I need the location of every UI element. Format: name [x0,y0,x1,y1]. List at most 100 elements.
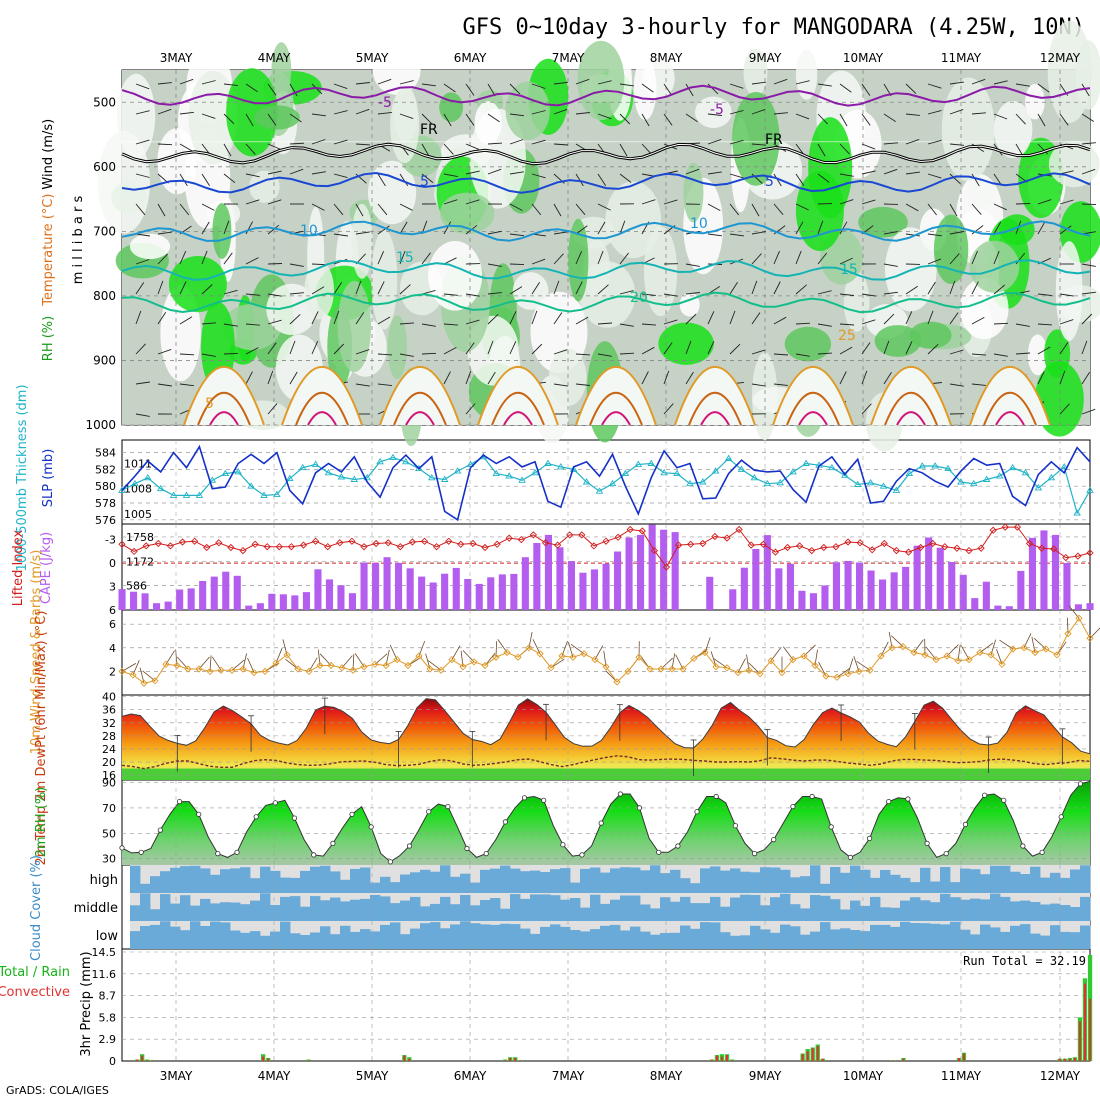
wind-speed-point [668,665,676,673]
upper-wind-barb [355,312,365,325]
upper-wind-barb [707,203,721,211]
isotherm-10 [121,220,1091,242]
rh-patch [743,48,768,97]
cape-bar [625,537,633,610]
isotherm-35 [896,411,926,426]
date-tick-bottom: 5MAY [356,1069,389,1083]
wind-speed-point [811,661,819,670]
wind-speed-point [404,661,412,670]
upper-wind-barb [1081,263,1096,267]
cloud-bar [200,898,211,921]
wind-speed-point [877,652,885,660]
cloud-bar [900,921,911,949]
cape-bar [475,583,483,610]
cloud-bar [390,882,401,893]
cape-bar [521,557,529,610]
upper-wind-barb [333,110,348,115]
cloud-bar [690,903,701,921]
thickness-point [156,484,165,492]
cloud-bar [440,896,451,921]
upper-wind-barb [707,113,722,116]
thickness-point [634,460,643,467]
upper-wind-barb [223,289,238,295]
cloud-bar [310,896,321,921]
wind-speed-point [602,663,610,671]
cloud-bar [610,868,621,893]
upper-wind-barb [1037,143,1049,155]
cloud-bar [1030,933,1041,949]
upper-wind-barb [179,353,195,356]
li-point [1062,553,1070,562]
li-point [445,537,453,545]
cloud-bar [200,868,211,893]
upper-wind-barb [971,317,985,325]
cloud-bar [340,879,351,893]
li-point [578,531,586,539]
upper-wind-barb [641,323,657,326]
cloud-bar [480,924,491,949]
cloud-bar [940,867,951,893]
upper-wind-barb [201,173,210,186]
slp-line [121,444,1091,522]
date-tick-bottom: 3MAY [160,1069,193,1083]
upper-wind-barb [135,310,142,325]
cloud-bar [1070,932,1081,949]
li-point [941,543,949,551]
thickness-point [273,490,281,498]
cloud-bar [980,874,991,893]
upper-wind-barb [685,340,692,355]
rh-point [349,811,355,817]
upper-wind-barb [861,199,876,205]
wind-barb [231,659,245,671]
upper-wind-barb [245,199,260,205]
isotherm-35 [995,411,1025,426]
upper-wind-barb [289,113,302,123]
contour-label: 15 [840,262,858,278]
precip-tick-label: 8.7 [99,990,117,1003]
cloud-bar [200,926,211,949]
upper-wind-barb [597,173,607,186]
cloud-bar [890,907,901,921]
upper-wind-barb [971,281,979,295]
wind-speed-point [679,665,687,673]
thickness-point [1021,468,1030,476]
rh-point [464,845,470,852]
li-point [904,548,913,556]
cloud-bar [980,899,991,921]
slp-ylabel: SLP (mb) [41,449,56,508]
wind-barb [319,653,332,666]
li-point [541,539,550,547]
cape-bar [302,592,310,610]
cape-bar [856,562,864,610]
cloud-bar [1000,896,1011,921]
cloud-bar [600,925,611,949]
upper-wind-barb [311,311,319,325]
cloud-bar [770,867,781,893]
li-point [626,525,634,534]
upper-wind-barb [399,80,414,85]
contour-label: 20 [630,290,648,306]
wind-speed-point [239,665,247,673]
li-point [287,543,296,551]
upper-wind-barb [421,323,436,327]
cloud-bar [530,870,541,893]
upper-wind-barb [1059,319,1074,325]
wind-speed-point [613,678,621,686]
upper-wind-barb [575,112,590,115]
upper-wind-barb [179,316,193,325]
wind-speed-point [844,670,852,678]
precip-frame [121,948,1091,1062]
cloud-bar [700,868,711,893]
cloud-bar [830,929,841,949]
temperature-tick-label: 16 [102,769,116,782]
cape-bar [544,534,552,610]
cape-bar [1074,604,1082,610]
upper-wind-barb [465,370,472,385]
thickness-point [208,476,217,483]
rh-panel: 90 70 50 30 [102,777,1091,866]
cloud-bar [220,922,231,949]
thickness-tick-label: 582 [95,463,116,476]
cloud-bar [540,894,551,921]
upper-wind-barb [355,82,370,85]
wind-speed-point [393,655,401,664]
